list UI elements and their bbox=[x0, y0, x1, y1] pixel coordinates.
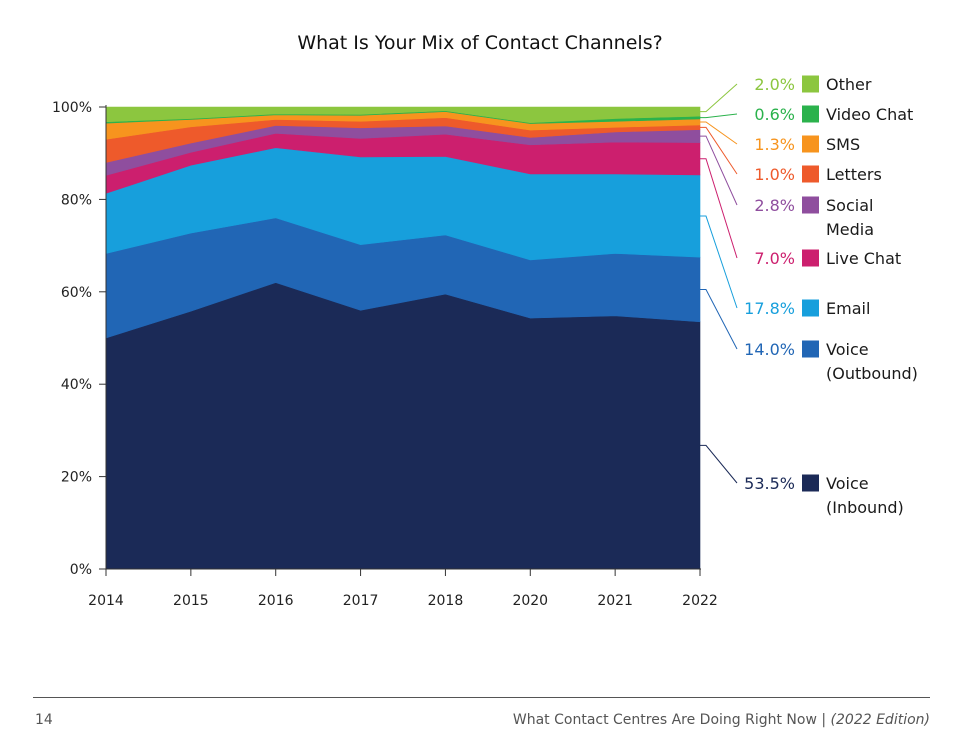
leader-line-email bbox=[700, 215, 738, 309]
legend-label-voice-outbound: Voice bbox=[826, 340, 869, 359]
legend-swatch-voice-outbound bbox=[802, 340, 819, 358]
legend-label-social-media: Media bbox=[826, 220, 874, 239]
leader-line-letters bbox=[700, 126, 738, 175]
chart-axes: 0% 20% 40% 60% 80% 100% 2014 2015 2016 2017 2018 20… bbox=[52, 100, 718, 609]
x-tick-label: 2018 bbox=[428, 593, 464, 609]
chart-title: What Is Your Mix of Contact Channels? bbox=[297, 32, 662, 54]
legend-pct-email: 17.8% bbox=[744, 299, 795, 318]
x-tick-label: 2016 bbox=[258, 593, 294, 609]
x-tick-label: 2020 bbox=[512, 593, 548, 609]
legend-swatch-video-chat bbox=[802, 105, 819, 123]
legend-label-sms: SMS bbox=[826, 135, 860, 154]
area-voice-inbound bbox=[105, 282, 701, 570]
chart-areas bbox=[105, 106, 701, 570]
legend-swatch-sms bbox=[802, 135, 819, 153]
document-title: What Contact Centres Are Doing Right Now… bbox=[513, 712, 930, 728]
document-title-text: What Contact Centres Are Doing Right Now… bbox=[512, 712, 831, 728]
x-tick-label: 2014 bbox=[88, 593, 124, 609]
legend-label-voice-outbound: (Outbound) bbox=[826, 364, 918, 383]
document-edition: (2022 Edition) bbox=[830, 712, 930, 728]
legend-swatch-letters bbox=[802, 165, 819, 183]
legend-swatch-other bbox=[802, 75, 819, 93]
page-number: 14 bbox=[35, 712, 53, 728]
legend-label-live-chat: Live Chat bbox=[826, 249, 901, 268]
legend-pct-live-chat: 7.0% bbox=[754, 249, 795, 268]
leader-line-voice-outbound bbox=[700, 288, 738, 350]
legend-swatch-email bbox=[802, 299, 819, 317]
legend-label-other: Other bbox=[826, 75, 872, 94]
legend-swatch-live-chat bbox=[802, 249, 819, 267]
legend-pct-video-chat: 0.6% bbox=[754, 105, 795, 124]
area-other bbox=[105, 106, 701, 124]
legend-pct-voice-inbound: 53.5% bbox=[744, 474, 795, 493]
x-tick-label: 2017 bbox=[343, 593, 379, 609]
leader-line-video-chat bbox=[700, 113, 738, 119]
legend-label-voice-inbound: (Inbound) bbox=[826, 498, 904, 517]
y-tick-label: 40% bbox=[61, 377, 92, 393]
leader-line-live-chat bbox=[700, 158, 738, 259]
y-tick-label: 20% bbox=[61, 470, 92, 486]
legend-swatch-voice-inbound bbox=[802, 474, 819, 492]
legend-pct-social-media: 2.8% bbox=[754, 196, 795, 215]
leader-line-other bbox=[700, 83, 738, 113]
legend-pct-voice-outbound: 14.0% bbox=[744, 340, 795, 359]
legend-label-social-media: Social bbox=[826, 196, 873, 215]
leader-line-social-media bbox=[700, 135, 738, 206]
x-tick-label: 2022 bbox=[682, 593, 718, 609]
leader-line-voice-inbound bbox=[700, 444, 738, 484]
legend-pct-sms: 1.3% bbox=[754, 135, 795, 154]
y-tick-label: 100% bbox=[52, 100, 92, 116]
leader-line-sms bbox=[700, 121, 738, 145]
legend-swatch-social-media bbox=[802, 196, 819, 214]
legend-pct-other: 2.0% bbox=[754, 75, 795, 94]
chart-legend: 2.0% Other 0.6% Video Chat 1.3% SMS 1.0% Letter… bbox=[700, 75, 918, 517]
x-tick-label: 2021 bbox=[597, 593, 633, 609]
y-tick-label: 0% bbox=[70, 562, 92, 578]
x-tick-label: 2015 bbox=[173, 593, 209, 609]
footer-divider bbox=[33, 697, 930, 698]
stacked-area-chart: What Is Your Mix of Contact Channels? 0%… bbox=[52, 32, 918, 609]
legend-label-video-chat: Video Chat bbox=[826, 105, 913, 124]
legend-pct-letters: 1.0% bbox=[754, 165, 795, 184]
y-tick-label: 60% bbox=[61, 285, 92, 301]
y-tick-label: 80% bbox=[61, 192, 92, 208]
legend-label-letters: Letters bbox=[826, 165, 882, 184]
legend-label-voice-inbound: Voice bbox=[826, 474, 869, 493]
legend-label-email: Email bbox=[826, 299, 870, 318]
